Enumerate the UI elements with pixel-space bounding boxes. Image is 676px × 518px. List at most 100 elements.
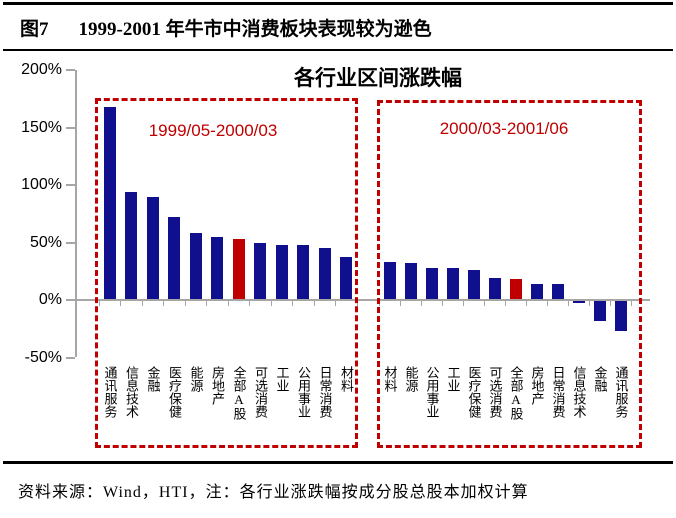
x-axis-tick [631, 301, 632, 306]
period-frame [377, 100, 642, 448]
x-axis-tick [400, 301, 401, 306]
x-axis-tick [421, 301, 422, 306]
category-label: 房地产 [210, 366, 225, 405]
chart-bar [572, 300, 585, 304]
chart-title: 各行业区间涨跌幅 [294, 66, 462, 90]
chart-bar [467, 270, 480, 300]
y-axis-tick-label: -50% [24, 348, 62, 366]
chart-bar [425, 267, 438, 300]
category-label: 通讯服务 [102, 366, 118, 418]
x-axis-tick [120, 301, 122, 306]
chart-bar [254, 242, 266, 300]
category-label: 金融 [145, 366, 161, 392]
x-axis-tick [463, 301, 464, 306]
x-axis-tick [547, 301, 548, 306]
category-label: 全部A股 [231, 366, 247, 420]
category-label: 全部A股 [508, 366, 524, 420]
category-label: 日常消费 [317, 366, 333, 418]
title-divider-rule [3, 49, 673, 51]
x-axis-tick [227, 301, 229, 306]
x-axis-tick [505, 301, 506, 306]
x-axis-tick [568, 301, 569, 306]
chart-bar [318, 248, 331, 300]
chart-bar [297, 244, 309, 300]
category-label: 能源 [403, 366, 419, 392]
category-label: 公用事业 [424, 366, 440, 418]
y-axis-tick [66, 69, 75, 71]
y-axis-tick [66, 299, 75, 301]
category-label: 信息技术 [124, 366, 139, 418]
figure-title-text: 1999-2001 年牛市中消费板块表现较为逊色 [78, 19, 432, 40]
x-axis-line [75, 299, 650, 301]
x-axis-tick [610, 301, 611, 306]
y-axis-tick [66, 241, 75, 244]
x-axis-tick [206, 301, 208, 306]
top-rule [3, 2, 673, 5]
x-axis-tick [270, 301, 272, 306]
y-axis-tick [66, 356, 75, 359]
chart-bar [340, 257, 352, 300]
category-label: 通讯服务 [613, 366, 629, 418]
category-label: 可选消费 [487, 366, 503, 418]
x-axis-tick [141, 301, 143, 306]
chart-bar [275, 244, 288, 300]
x-axis-tick [163, 301, 165, 306]
period-frame [95, 98, 358, 448]
chart-bar [551, 283, 564, 300]
y-axis-tick-label: 0% [38, 291, 62, 308]
x-axis-tick [335, 301, 337, 306]
category-label: 可选消费 [253, 366, 268, 418]
chart-bar [383, 262, 396, 300]
y-axis-tick-label: 50% [29, 233, 62, 251]
period-label: 1999/05-2000/03 [148, 121, 278, 140]
figure-title: 图7 1999-2001 年牛市中消费板块表现较为逊色 [20, 14, 660, 41]
chart-bar [168, 217, 180, 300]
chart-bar [446, 267, 459, 300]
category-label: 医疗保健 [466, 366, 482, 418]
y-axis-tick-label: 100% [21, 176, 62, 193]
category-label: 材料 [339, 366, 354, 392]
category-label: 金融 [592, 366, 608, 392]
chart-bar [146, 196, 159, 300]
chart-bar [404, 263, 417, 300]
category-label: 公用事业 [296, 366, 311, 418]
chart-bar [593, 300, 606, 321]
category-label: 材料 [382, 366, 398, 392]
x-axis-tick [98, 301, 100, 306]
category-label: 房地产 [529, 366, 545, 405]
chart-bar-highlight [509, 279, 522, 300]
x-axis-tick [526, 301, 527, 306]
chart-bar [211, 236, 223, 300]
source-note: 资料来源：Wind，HTI，注：各行业涨跌幅按成分股总股本加权计算 [18, 484, 529, 501]
y-axis-tick [66, 126, 75, 129]
y-axis-line [75, 70, 77, 357]
category-label: 医疗保健 [167, 366, 182, 418]
x-axis-tick [313, 301, 315, 306]
x-axis-tick [184, 301, 186, 306]
chart-bar [530, 283, 543, 300]
chart-bar [189, 233, 202, 300]
chart-bar [125, 191, 137, 300]
category-label: 日常消费 [550, 366, 566, 418]
category-label: 工业 [445, 366, 461, 392]
bottom-rule [3, 461, 673, 464]
x-axis-tick [484, 301, 485, 306]
y-axis-tick [66, 184, 75, 186]
category-label: 工业 [274, 366, 290, 392]
category-label: 信息技术 [571, 366, 587, 418]
category-label: 能源 [188, 366, 204, 392]
x-axis-tick [292, 301, 294, 306]
figure-number: 图7 [20, 19, 49, 40]
period-label: 2000/03-2001/06 [439, 119, 569, 138]
x-axis-tick [442, 301, 443, 306]
chart-bar [488, 278, 501, 300]
x-axis-tick [249, 301, 251, 306]
chart-bar [614, 300, 627, 332]
y-axis-tick-label: 150% [21, 118, 62, 136]
y-axis-tick-label: 200% [21, 61, 62, 78]
chart-bar [103, 106, 116, 300]
chart-bar-highlight [232, 239, 245, 300]
x-axis-tick [589, 301, 590, 306]
